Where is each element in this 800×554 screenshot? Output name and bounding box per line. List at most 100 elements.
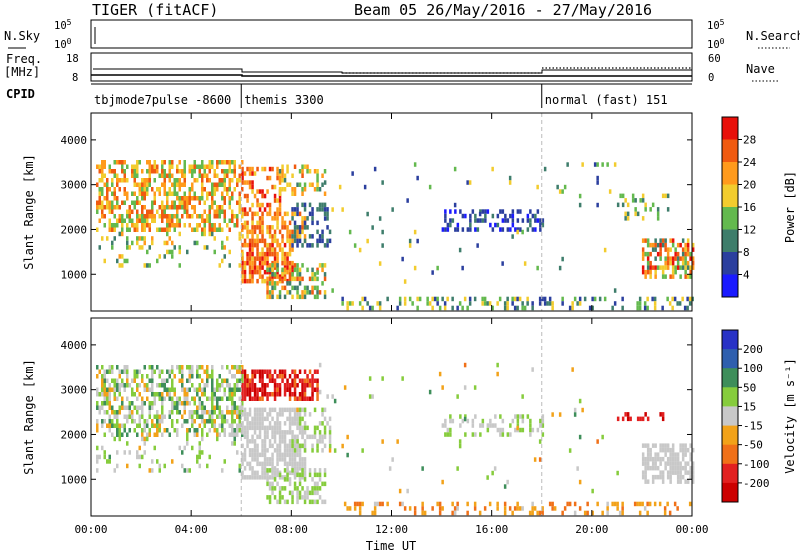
range-gate-cell [111, 365, 114, 370]
range-gate-cell [511, 222, 515, 228]
range-gate-cell [146, 383, 149, 388]
range-gate-cell [236, 218, 239, 223]
range-gate-cell [256, 225, 259, 230]
range-gate-cell [461, 213, 465, 219]
range-gate-cell [273, 477, 277, 482]
range-gate-cell [298, 281, 302, 286]
range-gate-cell [116, 432, 119, 437]
range-gate-cell [268, 247, 272, 252]
range-gate-cell [138, 236, 141, 241]
range-gate-cell [551, 301, 554, 306]
range-gate-cell [113, 414, 116, 419]
range-gate-cell [113, 169, 116, 174]
range-gate-cell [236, 383, 239, 388]
range-gate-cell [271, 461, 274, 467]
range-gate-cell [251, 448, 254, 453]
range-gate-cell [151, 187, 154, 192]
range-gate-cell [298, 452, 302, 458]
range-gate-cell [148, 178, 151, 183]
range-gate-cell [188, 369, 191, 374]
range-gate-cell [198, 164, 201, 169]
range-gate-cell [343, 501, 347, 507]
range-gate-cell [191, 410, 194, 415]
range-gate-cell [221, 182, 224, 187]
range-gate-cell [143, 236, 146, 241]
range-gate-cell [123, 169, 126, 174]
range-gate-cell [216, 436, 219, 442]
range-gate-cell [138, 182, 141, 187]
range-gate-cell [381, 439, 384, 444]
range-gate-cell [198, 396, 201, 401]
x-tick-label: 00:00 [74, 523, 107, 536]
range-gate-cell [121, 218, 124, 223]
colorbar-tick-label: 100 [743, 362, 763, 375]
range-gate-cell [96, 459, 99, 464]
range-gate-cell [256, 189, 259, 194]
range-gate-cell [313, 272, 317, 277]
range-gate-cell [283, 461, 287, 467]
range-gate-cell [283, 407, 287, 413]
colorbar-swatch [722, 117, 738, 140]
range-gate-cell [193, 419, 196, 424]
range-gate-cell [596, 162, 599, 167]
range-gate-cell [251, 256, 254, 261]
range-gate-cell [308, 499, 312, 505]
range-gate-cell [241, 369, 244, 374]
range-gate-cell [166, 369, 169, 374]
range-gate-cell [171, 173, 174, 178]
range-gate-cell [316, 243, 319, 248]
range-gate-cell [103, 369, 106, 374]
range-gate-cell [281, 378, 284, 383]
range-gate-cell [671, 470, 675, 475]
range-gate-cell [678, 301, 682, 306]
range-gate-cell [246, 443, 249, 449]
range-gate-cell [501, 261, 504, 266]
range-gate-cell [286, 477, 289, 482]
range-gate-cell [641, 416, 645, 422]
range-gate-cell [443, 305, 447, 311]
range-gate-cell [291, 443, 294, 449]
range-gate-cell [321, 412, 324, 417]
range-gate-cell [238, 414, 241, 419]
range-gate-cell [201, 227, 204, 232]
range-gate-cell [273, 274, 277, 279]
range-gate-cell [301, 486, 304, 491]
range-gate-cell [143, 178, 146, 183]
range-gate-cell [296, 412, 299, 417]
range-gate-cell [133, 419, 136, 424]
range-gate-cell [413, 510, 417, 516]
range-gate-cell [156, 423, 159, 428]
range-gate-cell [246, 242, 249, 248]
range-gate-cell [258, 425, 262, 431]
range-gate-cell [301, 468, 304, 473]
range-gate-cell [233, 164, 236, 169]
range-gate-cell [251, 242, 254, 248]
range-gate-cell [496, 501, 499, 507]
range-gate-cell [326, 211, 329, 217]
range-gate-cell [516, 414, 520, 419]
range-gate-cell [481, 423, 485, 428]
range-gate-cell [273, 234, 277, 239]
range-gate-cell [456, 394, 459, 399]
range-gate-cell [258, 229, 262, 235]
range-gate-cell [253, 443, 257, 449]
range-gate-cell [669, 474, 672, 480]
range-gate-cell [96, 428, 99, 433]
range-gate-cell [291, 247, 294, 252]
range-gate-cell [296, 425, 299, 431]
range-gate-cell [253, 448, 257, 453]
range-gate-cell [208, 178, 211, 183]
range-gate-cell [261, 220, 264, 226]
range-gate-cell [126, 258, 129, 264]
range-gate-cell [123, 200, 126, 205]
range-gate-cell [661, 265, 665, 270]
range-gate-cell [483, 301, 487, 306]
range-gate-cell [296, 452, 299, 458]
range-gate-cell [156, 432, 159, 437]
range-gate-cell [271, 452, 274, 458]
range-gate-cell [206, 419, 209, 424]
range-gate-cell [186, 249, 189, 255]
range-gate-cell [161, 173, 164, 178]
range-gate-cell [331, 394, 334, 399]
range-gate-cell [101, 169, 104, 174]
